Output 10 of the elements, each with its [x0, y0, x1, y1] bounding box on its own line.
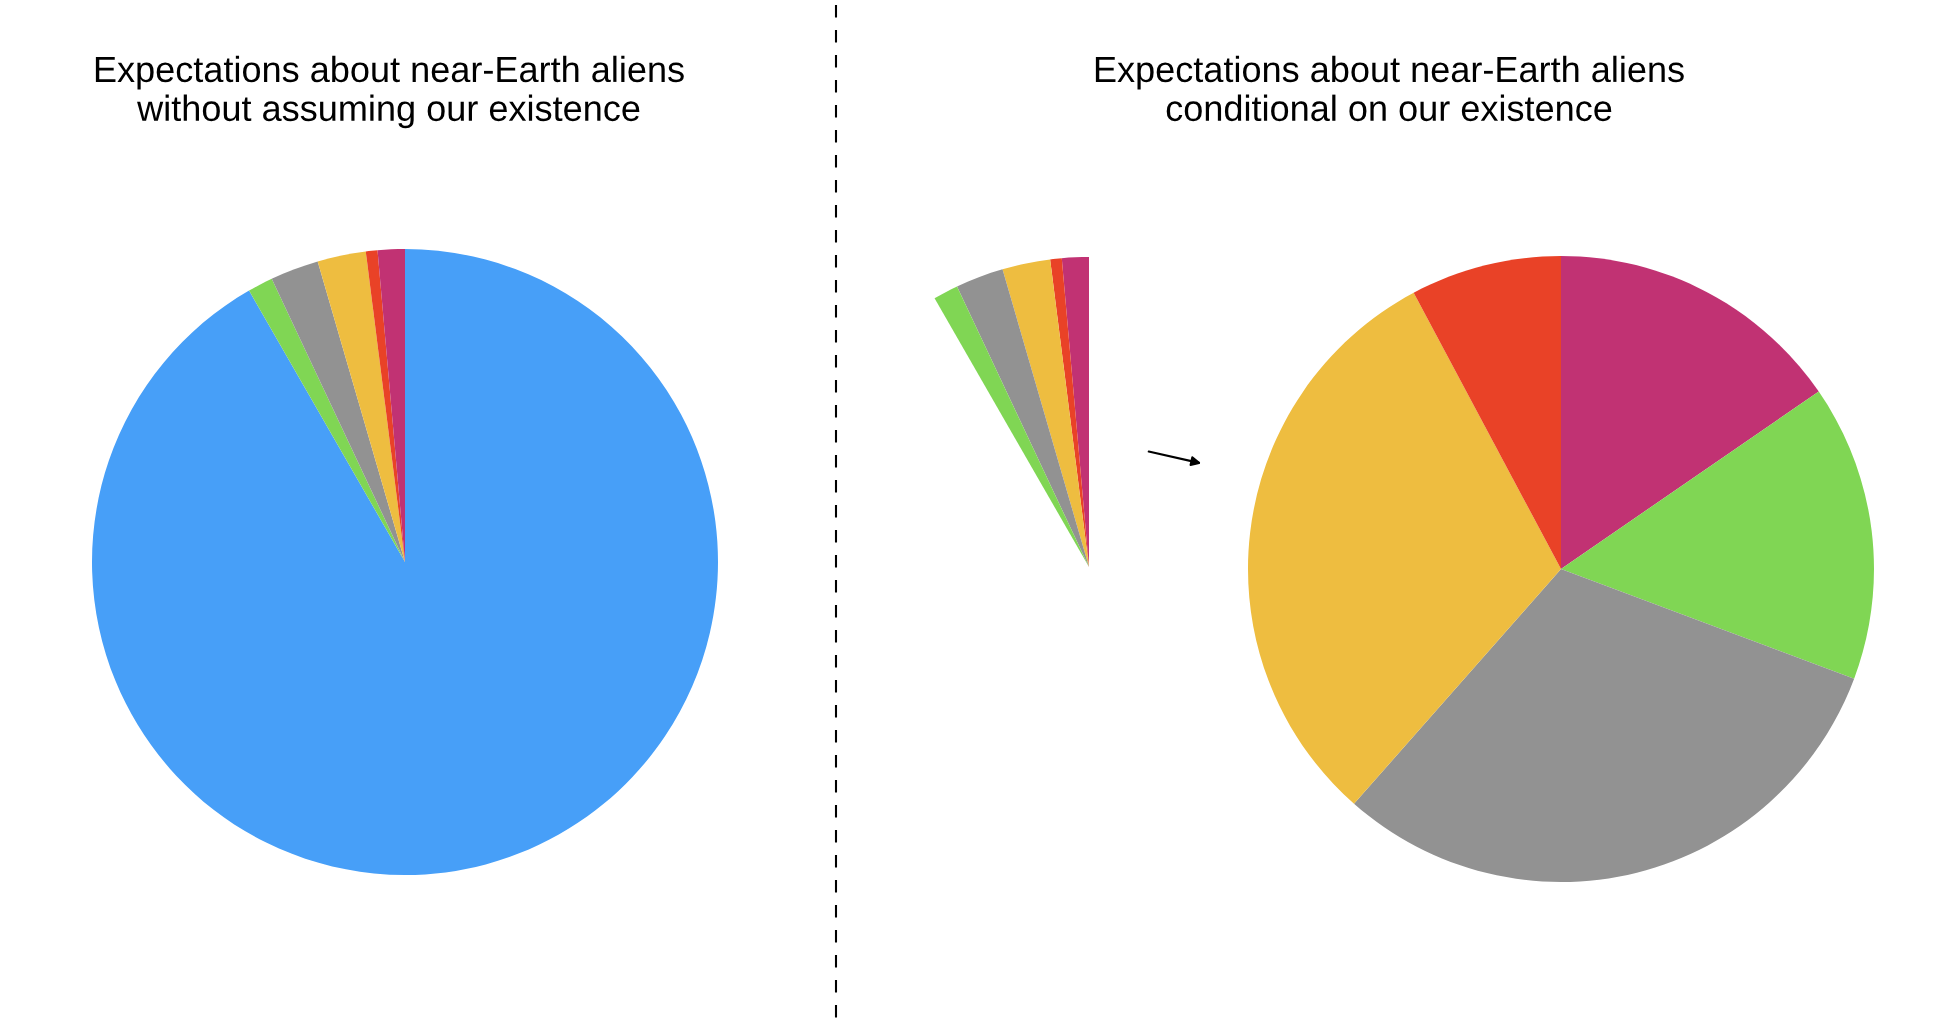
pie-slice [1561, 391, 1874, 679]
pie-slice [271, 261, 405, 562]
pie-slice [1413, 256, 1561, 569]
pie-slice [1354, 569, 1855, 882]
pie-slice [1248, 292, 1561, 804]
chart-title: Expectations about near-Earth aliens without assuming our existence [95, 55, 684, 129]
pie-slice [92, 249, 718, 875]
pie-slice [1561, 256, 1819, 569]
pie-slice [317, 251, 405, 562]
chart-title: Expectations about near-Earth aliens conditional on our existence [1095, 55, 1684, 122]
